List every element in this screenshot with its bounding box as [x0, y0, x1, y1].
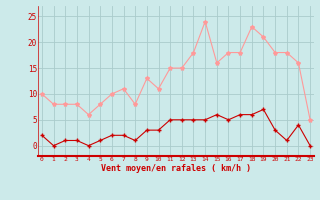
X-axis label: Vent moyen/en rafales ( km/h ): Vent moyen/en rafales ( km/h ) — [101, 164, 251, 173]
